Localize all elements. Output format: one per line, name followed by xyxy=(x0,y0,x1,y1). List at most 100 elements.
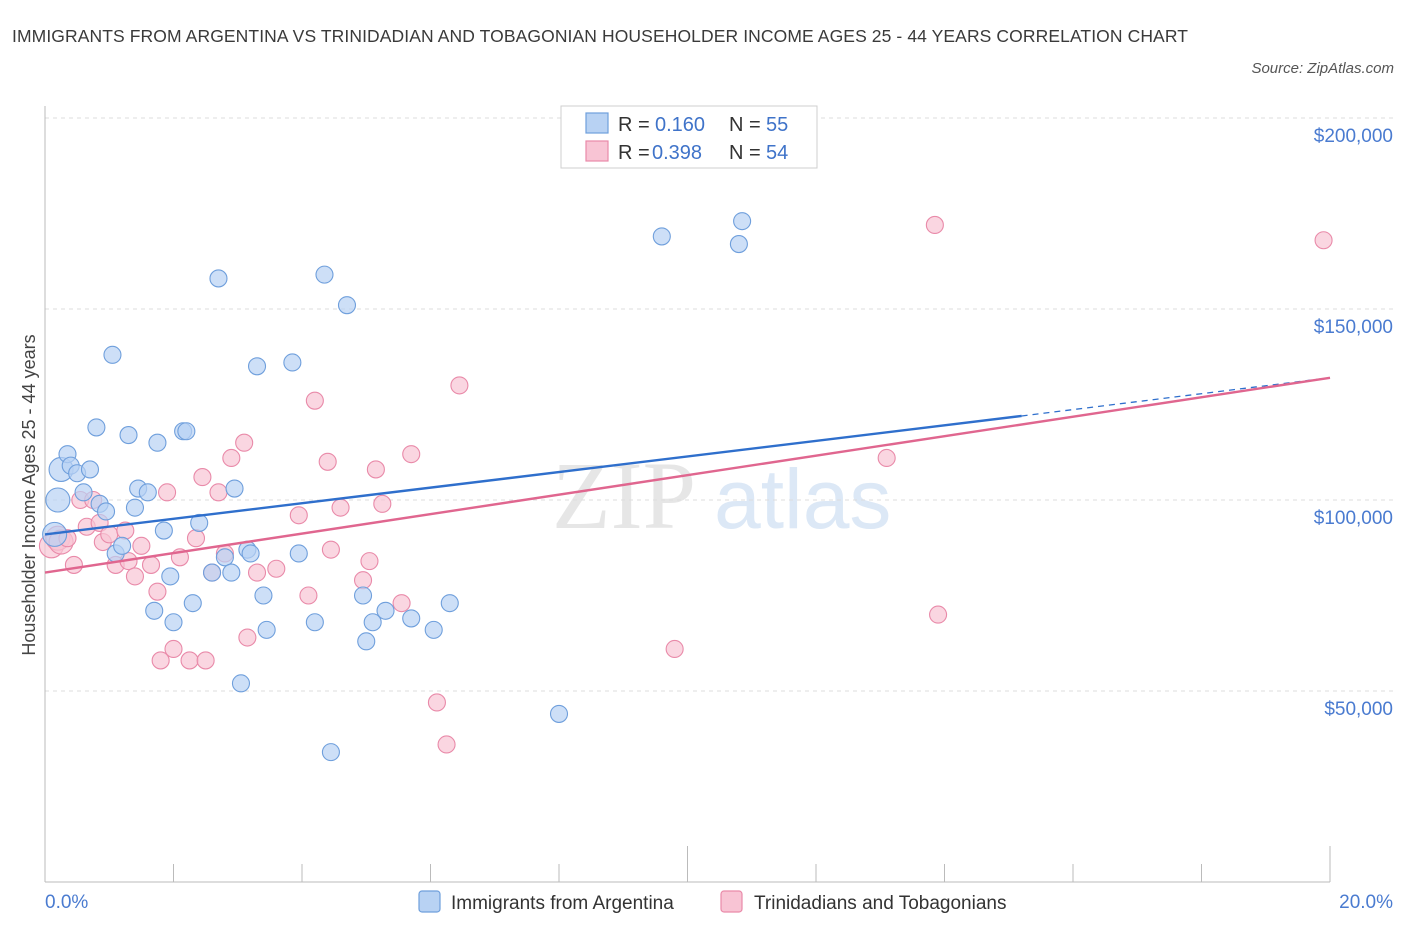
point-trinidad xyxy=(238,628,257,647)
point-trinidad xyxy=(925,215,944,235)
legend-r-label-1: R = xyxy=(618,114,650,136)
x-tick-label: 20.0% xyxy=(1339,892,1393,913)
point-argentina xyxy=(148,433,167,452)
series-legend-label-argentina: Immigrants from Argentina xyxy=(451,893,674,914)
point-argentina xyxy=(440,594,459,613)
point-trinidad xyxy=(247,563,267,582)
point-argentina xyxy=(74,483,93,502)
y-axis-label: Householder Income Ages 25 - 44 years xyxy=(19,334,39,655)
trend-line-trinidad xyxy=(44,376,1331,574)
legend-swatch-trinidad xyxy=(585,140,609,162)
point-argentina xyxy=(87,418,106,437)
y-tick-label: $200,000 xyxy=(1314,126,1393,147)
point-argentina xyxy=(283,353,302,372)
point-argentina xyxy=(145,601,164,620)
watermark-zip: ZIP xyxy=(552,442,696,549)
point-argentina xyxy=(164,613,183,632)
point-argentina xyxy=(733,212,752,231)
point-argentina xyxy=(80,460,100,479)
series-legend-swatch-trinidad xyxy=(720,890,743,913)
point-trinidad xyxy=(289,506,308,525)
point-argentina xyxy=(138,483,157,502)
point-argentina xyxy=(254,586,273,605)
point-trinidad xyxy=(321,540,340,559)
point-argentina xyxy=(154,521,173,540)
point-argentina xyxy=(337,296,357,315)
point-argentina xyxy=(652,227,671,246)
point-trinidad xyxy=(148,582,167,601)
point-argentina xyxy=(247,357,267,376)
point-argentina xyxy=(190,513,209,532)
point-trinidad xyxy=(437,735,456,754)
trend-line-argentina-extension xyxy=(1021,377,1331,417)
point-trinidad xyxy=(180,651,199,670)
point-argentina xyxy=(215,548,234,567)
point-trinidad xyxy=(193,468,212,487)
series-legend-swatch-argentina xyxy=(418,890,441,913)
x-tick-label: 0.0% xyxy=(45,892,88,913)
point-argentina xyxy=(177,422,196,441)
point-trinidad xyxy=(373,494,392,513)
point-trinidad xyxy=(141,555,161,574)
point-trinidad xyxy=(186,529,206,548)
grid-lines xyxy=(45,117,1395,692)
point-argentina xyxy=(225,479,244,498)
point-trinidad xyxy=(164,639,183,659)
point-argentina xyxy=(119,426,138,445)
series-legend-label-trinidad: Trinidadians and Tobagonians xyxy=(754,893,1006,914)
point-trinidad xyxy=(267,559,286,578)
point-trinidad xyxy=(151,651,170,670)
legend-n-value-2: 54 xyxy=(766,142,788,164)
point-argentina xyxy=(321,743,340,762)
point-trinidad xyxy=(235,433,254,452)
tick-labels: $50,000 $100,000 $150,000 $200,000 0.0% 20.0% xyxy=(45,126,1393,913)
legend-n-label-1: N = xyxy=(729,114,761,136)
point-trinidad xyxy=(209,483,228,502)
point-argentina xyxy=(96,502,116,521)
point-argentina xyxy=(209,269,228,288)
y-tick-label: $50,000 xyxy=(1324,699,1393,720)
point-trinidad xyxy=(64,555,83,574)
point-trinidad xyxy=(665,639,684,659)
point-argentina xyxy=(376,601,395,620)
point-trinidad xyxy=(366,460,385,479)
point-argentina xyxy=(353,586,373,605)
point-trinidad xyxy=(1314,231,1333,250)
point-argentina xyxy=(402,609,421,628)
point-argentina xyxy=(203,563,222,582)
point-argentina xyxy=(231,674,251,693)
point-trinidad xyxy=(353,571,373,590)
trend-lines xyxy=(44,376,1331,574)
point-trinidad xyxy=(331,498,350,517)
point-argentina xyxy=(113,536,132,555)
point-trinidad xyxy=(392,594,411,613)
point-trinidad xyxy=(132,536,151,555)
point-argentina xyxy=(315,265,334,284)
point-argentina xyxy=(241,544,260,563)
point-trinidad xyxy=(929,605,948,624)
stats-legend: R = 0.160 N = 55 R = 0.398 N = 54 xyxy=(560,105,818,169)
point-argentina xyxy=(183,594,202,613)
point-trinidad xyxy=(125,567,144,586)
point-argentina xyxy=(549,704,569,723)
point-trinidad xyxy=(318,452,337,471)
point-argentina xyxy=(289,544,308,563)
point-trinidad xyxy=(450,376,469,395)
point-argentina xyxy=(103,345,122,364)
point-argentina xyxy=(257,620,276,639)
point-trinidad xyxy=(360,552,379,571)
trend-line-argentina xyxy=(44,414,1022,536)
series-legend: Immigrants from Argentina Trinidadians a… xyxy=(418,890,1006,914)
point-argentina xyxy=(363,613,382,632)
point-argentina xyxy=(305,613,324,632)
point-trinidad xyxy=(877,448,896,468)
point-trinidad xyxy=(222,448,241,468)
point-trinidad xyxy=(299,586,318,605)
point-trinidad xyxy=(196,651,215,670)
y-tick-label: $100,000 xyxy=(1314,508,1393,529)
point-argentina xyxy=(222,563,241,582)
point-argentina xyxy=(424,620,443,639)
point-argentina xyxy=(729,235,748,254)
legend-n-value-1: 55 xyxy=(766,114,788,136)
